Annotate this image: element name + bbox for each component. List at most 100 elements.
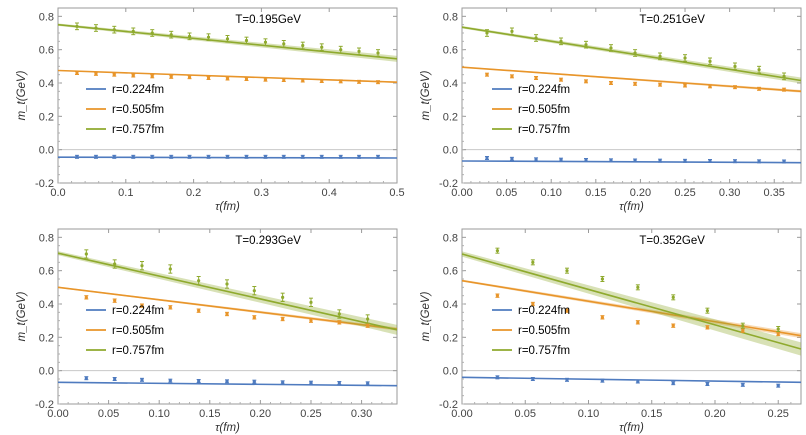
data-point xyxy=(225,155,230,159)
x-tick-label: 0.10 xyxy=(148,408,169,420)
y-tick-label: 0.0 xyxy=(39,145,54,157)
data-point xyxy=(187,75,192,79)
y-axis-label: m_t(GeV) xyxy=(16,70,28,120)
data-point xyxy=(683,159,687,163)
y-tick-label: 0.6 xyxy=(443,266,458,278)
data-point xyxy=(252,315,256,319)
data-point xyxy=(510,157,514,161)
data-point xyxy=(658,83,662,87)
y-tick-label: 0.2 xyxy=(39,111,54,123)
data-point xyxy=(225,379,229,383)
data-point xyxy=(263,78,268,82)
data-point xyxy=(705,382,709,386)
data-point xyxy=(671,324,675,328)
y-tick-label: 0.0 xyxy=(443,145,458,157)
data-point xyxy=(531,302,535,306)
data-point xyxy=(366,381,370,385)
data-point xyxy=(112,73,116,77)
data-point xyxy=(495,249,500,253)
y-tick-label: 0.2 xyxy=(443,111,458,123)
data-point xyxy=(609,158,613,162)
data-point xyxy=(565,309,569,313)
data-point xyxy=(741,383,745,387)
x-tick-label: 0.15 xyxy=(641,408,662,420)
data-point xyxy=(531,377,535,381)
chart-panel-4: 0.00 0.05 0.10 0.15 0.20 0.25 -0.2 0.0 0.2 0.4 0.6… xyxy=(420,228,802,434)
data-point xyxy=(366,324,370,328)
legend-label: r=0.505fm xyxy=(518,104,570,116)
x-tick-label: 0.30 xyxy=(351,408,372,420)
data-point xyxy=(339,48,343,52)
legend-label: r=0.224fm xyxy=(518,84,570,96)
data-point xyxy=(357,155,361,159)
data-point xyxy=(197,309,201,313)
legend-label: r=0.505fm xyxy=(112,104,164,116)
data-point xyxy=(376,51,380,55)
data-point xyxy=(741,329,745,333)
data-point xyxy=(357,80,361,84)
data-point xyxy=(600,315,605,319)
data-point xyxy=(671,295,675,299)
data-point xyxy=(252,380,256,384)
data-point xyxy=(633,82,637,86)
legend-label: r=0.224fm xyxy=(112,84,164,96)
data-point xyxy=(301,155,305,159)
data-point xyxy=(113,262,117,266)
data-point xyxy=(633,51,637,55)
y-tick-label: -0.2 xyxy=(439,399,458,411)
fit-band xyxy=(462,251,801,356)
data-point xyxy=(658,159,662,163)
data-point xyxy=(357,49,361,53)
plot-frame xyxy=(461,228,802,405)
x-tick-label: 0.25 xyxy=(768,408,789,420)
data-point xyxy=(225,76,230,81)
data-point xyxy=(733,64,737,68)
data-point xyxy=(206,35,211,39)
data-point xyxy=(244,38,249,43)
data-point xyxy=(252,289,256,293)
data-point xyxy=(281,380,285,384)
data-point xyxy=(112,155,116,159)
data-point xyxy=(495,294,500,298)
data-point xyxy=(782,88,786,92)
data-point xyxy=(633,158,637,163)
data-point xyxy=(168,305,172,309)
data-point xyxy=(140,264,144,268)
data-point xyxy=(169,155,173,159)
x-tick-label: 0.3 xyxy=(254,187,269,199)
y-tick-label: -0.2 xyxy=(35,178,54,190)
data-point xyxy=(636,285,640,289)
data-point xyxy=(485,31,489,35)
x-tick-label: 0.05 xyxy=(496,187,517,199)
data-point xyxy=(131,73,135,78)
y-tick-label: 0.2 xyxy=(39,332,54,344)
data-point xyxy=(531,260,535,264)
data-point xyxy=(282,42,286,46)
legend-label: r=0.224fm xyxy=(518,305,570,317)
data-point xyxy=(225,312,229,316)
data-point xyxy=(776,384,780,388)
data-point xyxy=(609,46,613,50)
y-tick-label: 0.8 xyxy=(39,11,54,23)
y-tick-label: 0.6 xyxy=(39,266,54,278)
data-point xyxy=(169,75,173,79)
data-point xyxy=(225,282,229,286)
fit-line xyxy=(57,381,398,387)
x-tick-label: 0.35 xyxy=(764,187,785,199)
x-tick-label: 0.05 xyxy=(515,408,536,420)
chart-title: T=0.352GeV xyxy=(639,235,705,247)
x-tick-label: 0.00 xyxy=(47,408,68,420)
fit-line xyxy=(461,26,802,82)
y-tick-label: 0.8 xyxy=(39,232,54,244)
data-point xyxy=(534,157,538,161)
fit-line xyxy=(461,160,802,164)
data-point xyxy=(495,375,500,379)
data-point xyxy=(225,37,230,41)
data-point xyxy=(187,34,192,38)
y-tick-label: 0.6 xyxy=(39,45,54,57)
x-tick-label: 0.20 xyxy=(250,408,271,420)
data-point xyxy=(263,40,268,44)
data-point xyxy=(75,71,79,75)
y-tick-label: 0.2 xyxy=(443,332,458,344)
data-point xyxy=(376,80,380,84)
